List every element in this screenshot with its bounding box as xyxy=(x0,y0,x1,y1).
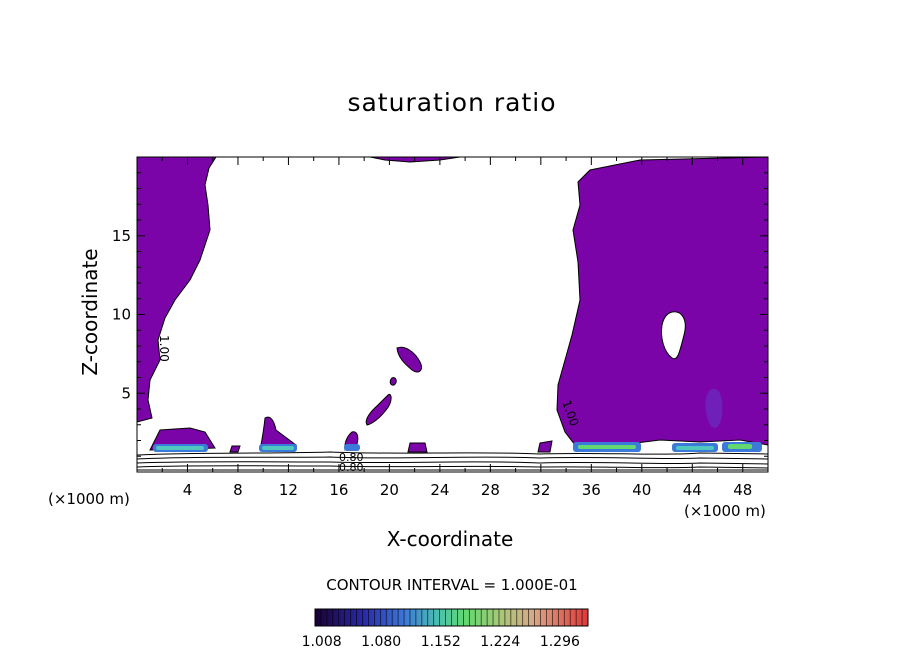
colorbar-tick-label: 1.152 xyxy=(421,634,461,650)
x-tick-label: 36 xyxy=(582,481,601,499)
colorbar-tick-label: 1.296 xyxy=(540,634,580,650)
region-right-hole xyxy=(661,311,686,360)
chart-title: saturation ratio xyxy=(347,88,557,117)
x-unit-left: (×1000 m) xyxy=(48,490,130,508)
x-axis-label: X-coordinate xyxy=(386,527,514,551)
x-tick-label: 4 xyxy=(183,481,193,499)
colorbar-tick-label: 1.080 xyxy=(361,634,401,650)
blob-2 xyxy=(365,393,392,426)
x-tick-label: 24 xyxy=(430,481,449,499)
contour-interval: CONTOUR INTERVAL = 1.000E-01 xyxy=(326,576,578,594)
lowcloud-5 xyxy=(537,440,553,453)
x-tick-label: 40 xyxy=(632,481,651,499)
x-unit-right: (×1000 m) xyxy=(684,502,766,520)
blob-4 xyxy=(389,377,397,386)
lowcloud-4 xyxy=(407,442,428,453)
y-tick-label: 15 xyxy=(112,227,131,245)
colorbar: 1.008 1.080 1.152 1.224 1.296 xyxy=(302,608,589,650)
x-tick-label: 28 xyxy=(481,481,500,499)
x-tick-label: 20 xyxy=(380,481,399,499)
colorbar-stripes xyxy=(320,609,583,626)
region-right xyxy=(556,157,768,446)
y-axis-label: Z-coordinate xyxy=(78,248,102,376)
contour-label: 0.80 xyxy=(339,461,364,474)
bright-bands xyxy=(153,388,762,452)
contour-label: 0.80 xyxy=(339,451,364,464)
lowcloud-3 xyxy=(229,445,241,453)
y-tick-label: 5 xyxy=(121,384,131,402)
y-tick-label: 10 xyxy=(112,306,131,324)
colorbar-tick-label: 1.224 xyxy=(480,634,520,650)
colorbar-ticks: 1.008 1.080 1.152 1.224 1.296 xyxy=(302,634,580,650)
blob-1 xyxy=(396,346,422,373)
region-left xyxy=(137,157,217,423)
x-tick-label: 44 xyxy=(683,481,702,499)
contour-label: 1.00 xyxy=(157,335,171,362)
colorbar-tick-label: 1.008 xyxy=(302,634,342,650)
contour-field xyxy=(137,157,768,471)
surface-contours xyxy=(137,451,768,471)
x-tick-label: 48 xyxy=(733,481,752,499)
x-tick-label: 32 xyxy=(531,481,550,499)
x-tick-label: 16 xyxy=(329,481,348,499)
x-tick-label: 8 xyxy=(233,481,243,499)
x-tick-label: 12 xyxy=(279,481,298,499)
